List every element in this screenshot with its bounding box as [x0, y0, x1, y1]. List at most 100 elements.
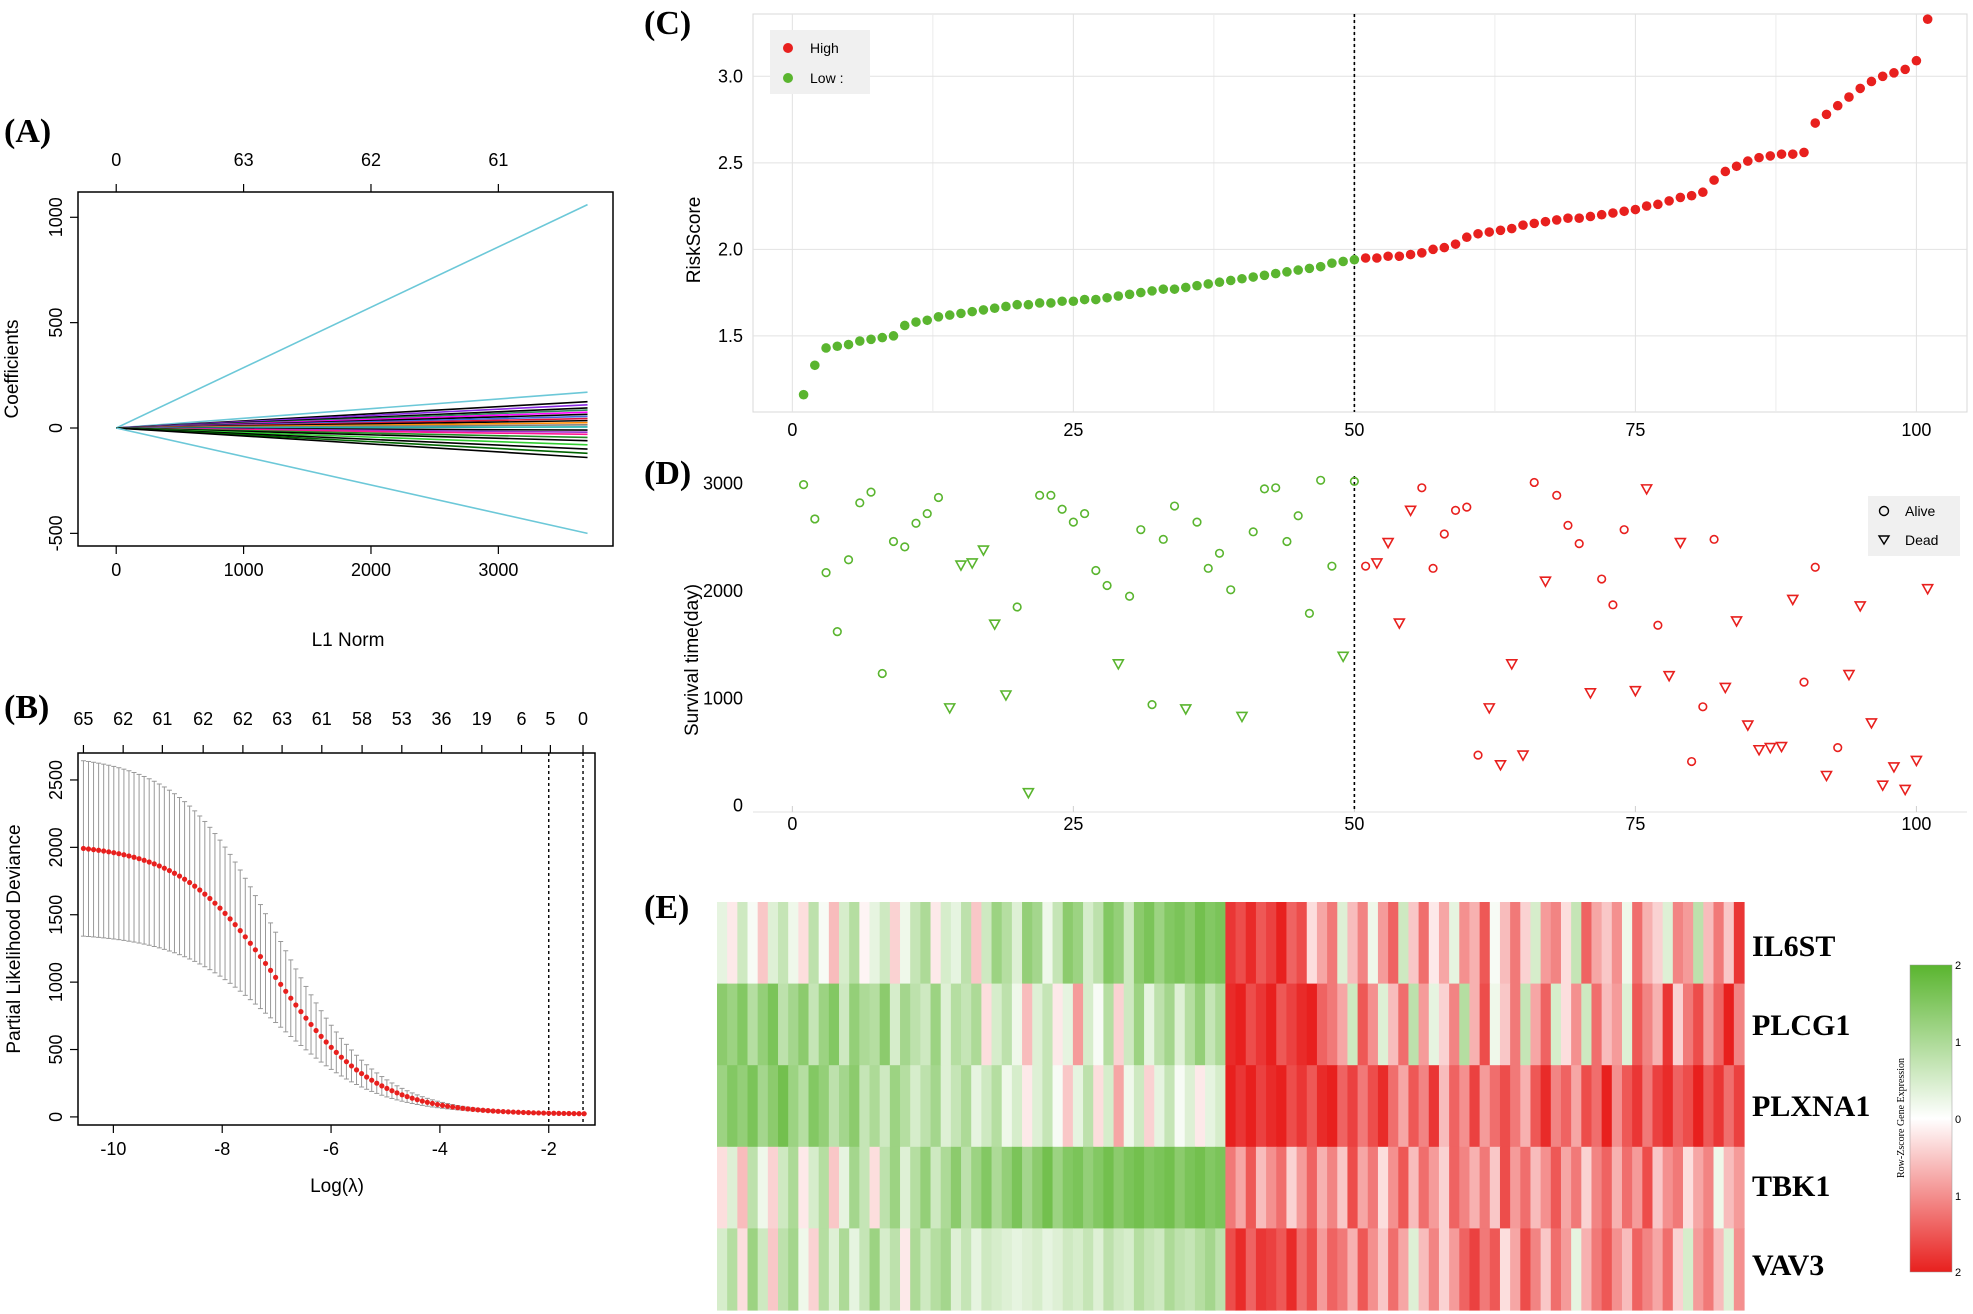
c-risk-point-81 [1698, 187, 1708, 198]
b-toptick-label-11: 6 [517, 709, 527, 729]
d-ytick-label-0: 0 [733, 796, 743, 816]
heat-cell-0-98 [1713, 902, 1725, 985]
heat-cell-3-13 [849, 1146, 860, 1229]
heat-cell-3-66 [1388, 1146, 1399, 1229]
legend-dead-label: Dead [1905, 532, 1938, 548]
heat-cell-1-66 [1388, 983, 1399, 1066]
heat-cell-2-67 [1398, 1065, 1410, 1148]
d-xtick-label-2: 50 [1344, 814, 1364, 834]
heat-cell-0-41 [1133, 902, 1145, 985]
b-deviance-point-66 [414, 1097, 420, 1103]
b-deviance-point-85 [510, 1109, 516, 1115]
d-alive-point-10 [900, 542, 910, 552]
panel-b-frame [77, 752, 596, 1126]
b-deviance-point-95 [561, 1110, 567, 1117]
panel-c: (C) 0 25 50 75 100 1.5 2.0 2.5 3.0 RiskScore Hig… [644, 5, 1968, 440]
panel-b-plot: -10 -8 -6 -4 -2 0 500 1000 1500 2000 2500 65 62 61 62 6… [46, 709, 588, 1159]
heat-cell-2-79 [1520, 1065, 1532, 1148]
c-risk-point-11 [911, 317, 921, 327]
b-deviance-point-84 [505, 1109, 511, 1115]
c-risk-point-76 [1641, 201, 1652, 211]
heat-cell-1-40 [1123, 983, 1135, 1066]
heat-cell-1-93 [1662, 983, 1674, 1066]
heat-cell-4-44 [1164, 1228, 1176, 1311]
panel-c-plot: 0 25 50 75 100 1.5 2.0 2.5 3.0 [718, 14, 1967, 440]
d-alive-point-39 [1226, 585, 1236, 595]
b-deviance-point-38 [273, 974, 279, 980]
heat-cell-2-78 [1510, 1065, 1521, 1148]
heat-cell-4-43 [1154, 1228, 1166, 1311]
c-risk-point-98 [1889, 68, 1899, 78]
heat-cell-4-13 [849, 1228, 860, 1311]
c-risk-point-57 [1428, 244, 1438, 255]
heat-cell-4-64 [1367, 1228, 1379, 1311]
heat-cell-3-33 [1052, 1146, 1064, 1229]
d-dead-point-83 [1718, 682, 1732, 695]
legend-low-label: Low : [810, 70, 843, 86]
b-deviance-point-94 [556, 1110, 562, 1116]
heat-cell-3-11 [828, 1146, 840, 1229]
heat-cell-2-33 [1052, 1065, 1064, 1148]
heat-cell-2-87 [1601, 1065, 1613, 1148]
c-risk-point-68 [1551, 215, 1562, 225]
heat-cell-4-29 [1011, 1228, 1023, 1311]
heat-cell-0-74 [1469, 902, 1481, 985]
b-deviance-point-5 [106, 849, 112, 855]
b-toptick-label-4: 62 [233, 709, 253, 729]
c-xtick-label-1: 25 [1063, 420, 1083, 440]
heat-cell-0-60 [1327, 902, 1338, 985]
b-deviance-point-67 [419, 1098, 425, 1104]
heat-cell-2-94 [1672, 1065, 1684, 1148]
heat-cell-0-65 [1377, 902, 1389, 985]
b-deviance-point-15 [156, 863, 162, 869]
heat-cell-2-39 [1113, 1065, 1125, 1148]
d-dead-point-64 [1505, 659, 1519, 671]
heat-cell-3-94 [1672, 1146, 1684, 1229]
c-risk-point-32 [1147, 286, 1157, 296]
heat-cell-4-21 [930, 1228, 942, 1311]
heat-cell-2-5 [767, 1065, 779, 1148]
d-dead-point-92 [1820, 770, 1833, 783]
heat-cell-4-84 [1571, 1228, 1582, 1311]
heat-cell-3-80 [1530, 1146, 1542, 1229]
heat-cell-1-54 [1266, 983, 1277, 1066]
heat-cell-3-5 [767, 1146, 779, 1229]
heat-cell-1-0 [717, 983, 728, 1066]
b-deviance-point-89 [530, 1110, 537, 1116]
b-deviance-point-72 [444, 1103, 451, 1109]
b-deviance-point-45 [308, 1021, 314, 1028]
heat-cell-4-81 [1540, 1228, 1552, 1311]
d-alive-point-25 [1068, 517, 1078, 527]
c-risk-point-1 [798, 389, 809, 400]
b-deviance-point-29 [227, 916, 233, 922]
b-xtick-label-4: -2 [541, 1139, 557, 1159]
heat-cell-4-7 [788, 1228, 799, 1311]
heat-cell-2-52 [1245, 1065, 1257, 1148]
b-deviance-point-75 [460, 1105, 466, 1111]
heat-cell-4-85 [1581, 1228, 1593, 1311]
heat-cell-3-100 [1733, 1146, 1745, 1229]
heat-cell-2-63 [1357, 1065, 1369, 1148]
heat-cell-1-79 [1520, 983, 1532, 1066]
b-deviance-point-35 [257, 953, 264, 960]
heat-cell-3-40 [1123, 1146, 1135, 1229]
heat-cell-0-94 [1672, 902, 1684, 985]
a-xtick-label-2: 2000 [351, 560, 391, 580]
b-deviance-point-59 [379, 1083, 385, 1089]
d-ytick-label-1: 1000 [703, 688, 743, 708]
c-risk-point-91 [1810, 118, 1821, 128]
heat-cell-1-55 [1276, 983, 1288, 1066]
heat-cell-1-65 [1377, 983, 1389, 1066]
heat-cell-3-30 [1022, 1146, 1033, 1229]
heat-cell-0-83 [1560, 902, 1572, 985]
heat-cell-3-29 [1011, 1146, 1023, 1229]
heat-cell-1-32 [1042, 983, 1054, 1066]
c-risk-point-10 [899, 320, 910, 331]
heat-cell-4-2 [737, 1228, 749, 1311]
b-deviance-point-6 [111, 850, 117, 856]
d-alive-point-5 [843, 555, 854, 565]
heat-cell-4-9 [808, 1228, 820, 1311]
heat-cell-1-15 [869, 983, 881, 1066]
heat-cell-3-92 [1652, 1146, 1664, 1229]
